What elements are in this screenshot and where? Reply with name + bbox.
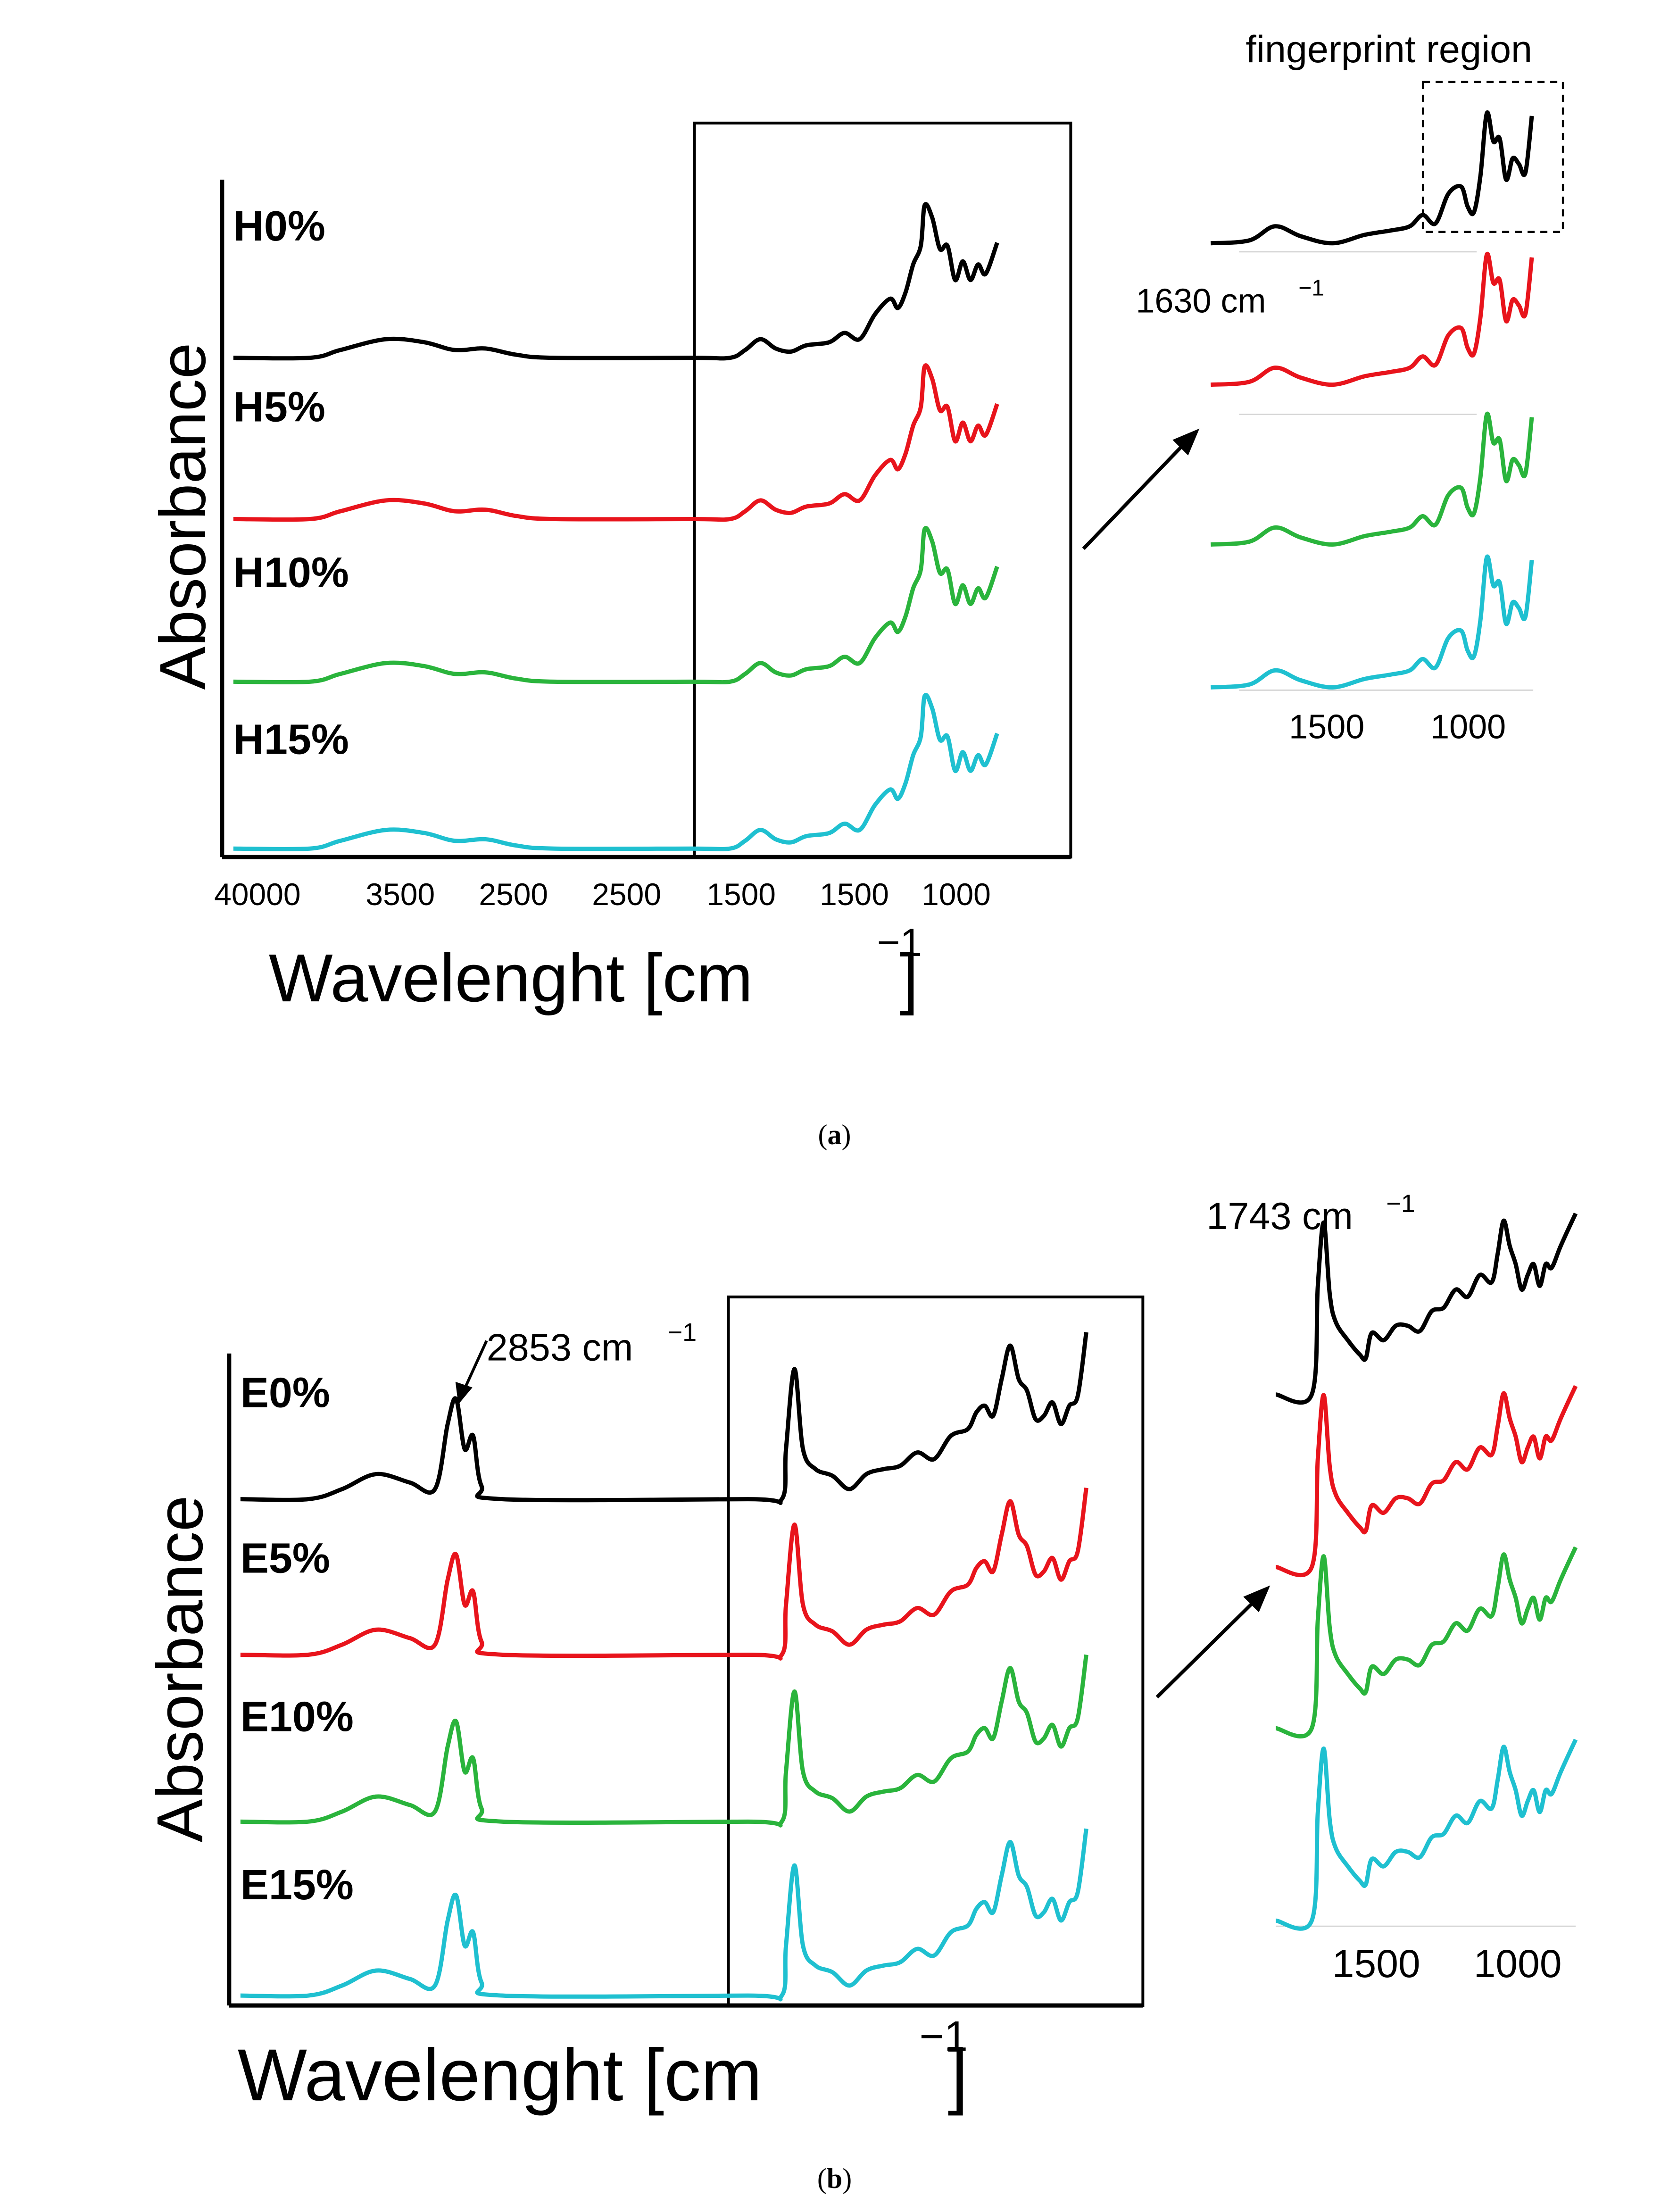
panel-a-xlabel-bracket: ] xyxy=(899,940,918,1016)
inset-line-h15 xyxy=(1211,554,1534,690)
caption-b: (b) xyxy=(817,2164,852,2195)
series-label-e10: E10% xyxy=(241,1693,354,1740)
panel-a-zoom-box xyxy=(693,121,1072,859)
inset-line-e0 xyxy=(1275,1212,1578,1405)
annotation-arrow-b xyxy=(463,1340,488,1391)
spectrum-line-h10 xyxy=(233,526,999,685)
spectrum-line-e15 xyxy=(240,1828,1088,2002)
series-label-e15: E15% xyxy=(241,1862,354,1909)
panel-b-ylabel: Absorbance xyxy=(144,1495,216,1842)
panel-b: Absorbance E0% E5% E10% E15% 2853 cm −1 … xyxy=(144,1189,1578,2116)
series-label-h15: H15% xyxy=(233,716,349,763)
series-label-e5: E5% xyxy=(241,1535,330,1582)
spectrum-line-e10 xyxy=(240,1654,1088,1828)
panel-a-xlabel-exponent: −1 xyxy=(877,920,922,965)
inset-b-x-tick-label: 1000 xyxy=(1474,1941,1562,1986)
zoom-arrow-a xyxy=(1082,441,1187,550)
inset-line-e10 xyxy=(1275,1546,1578,1738)
inset-a-annotation-exponent: −1 xyxy=(1298,276,1324,301)
panel-a-ylabel: Absorbance xyxy=(147,342,219,690)
x-tick-label: 1500 xyxy=(820,877,889,912)
panel-b-xlabel: Wavelenght [cm xyxy=(238,2034,762,2116)
panel-b-annotation-exponent: −1 xyxy=(668,1318,697,1347)
zoom-arrowhead-a xyxy=(1172,428,1200,456)
series-label-h5: H5% xyxy=(233,384,325,431)
inset-line-e5 xyxy=(1275,1385,1578,1578)
fingerprint-region-box xyxy=(1421,81,1564,233)
x-tick-label: 40000 xyxy=(214,877,300,912)
panel-b-annotation: 2853 cm xyxy=(487,1327,633,1369)
x-tick-label: 2500 xyxy=(479,877,548,912)
series-label-h10: H10% xyxy=(233,549,349,596)
spectrum-line-e5 xyxy=(240,1488,1088,1661)
inset-a-title: fingerprint region xyxy=(1246,28,1532,71)
inset-b-annotation-exponent: −1 xyxy=(1386,1189,1415,1218)
inset-line-h5 xyxy=(1211,251,1534,387)
inset-line-h10 xyxy=(1211,411,1534,547)
annotation-arrowhead-b xyxy=(455,1381,473,1405)
panel-a-xlabel: Wavelenght [cm xyxy=(269,940,753,1016)
inset-a-x-tick-label: 1500 xyxy=(1289,708,1364,746)
spectrum-line-h0 xyxy=(233,202,999,361)
series-label-h0: H0% xyxy=(233,203,325,250)
x-tick-label: 2500 xyxy=(592,877,661,912)
inset-line-h0 xyxy=(1211,110,1534,246)
spectrum-line-h5 xyxy=(233,363,999,522)
zoom-arrow-b xyxy=(1155,1598,1257,1699)
caption-a: (a) xyxy=(818,1120,851,1151)
panel-a: Absorbance H0% H5% H10% H15% 40000 3500 … xyxy=(147,28,1564,1016)
inset-line-e15 xyxy=(1275,1738,1578,1931)
zoom-arrowhead-b xyxy=(1243,1585,1270,1613)
x-tick-label: 3500 xyxy=(365,877,435,912)
panel-b-xlabel-bracket: ] xyxy=(947,2034,968,2116)
spectrum-line-e0 xyxy=(240,1332,1088,1505)
spectrum-line-h15 xyxy=(233,693,999,851)
inset-a-x-tick-label: 1000 xyxy=(1430,708,1506,746)
inset-b-annotation: 1743 cm xyxy=(1206,1195,1353,1238)
x-tick-label: 1000 xyxy=(922,877,991,912)
panel-b-xlabel-exponent: −1 xyxy=(919,2013,968,2060)
panel-b-zoom-box xyxy=(727,1295,1145,2007)
series-label-e0: E0% xyxy=(241,1370,330,1417)
inset-b-x-tick-label: 1500 xyxy=(1332,1941,1420,1986)
inset-a-annotation: 1630 cm xyxy=(1136,283,1266,320)
x-tick-label: 1500 xyxy=(706,877,776,912)
